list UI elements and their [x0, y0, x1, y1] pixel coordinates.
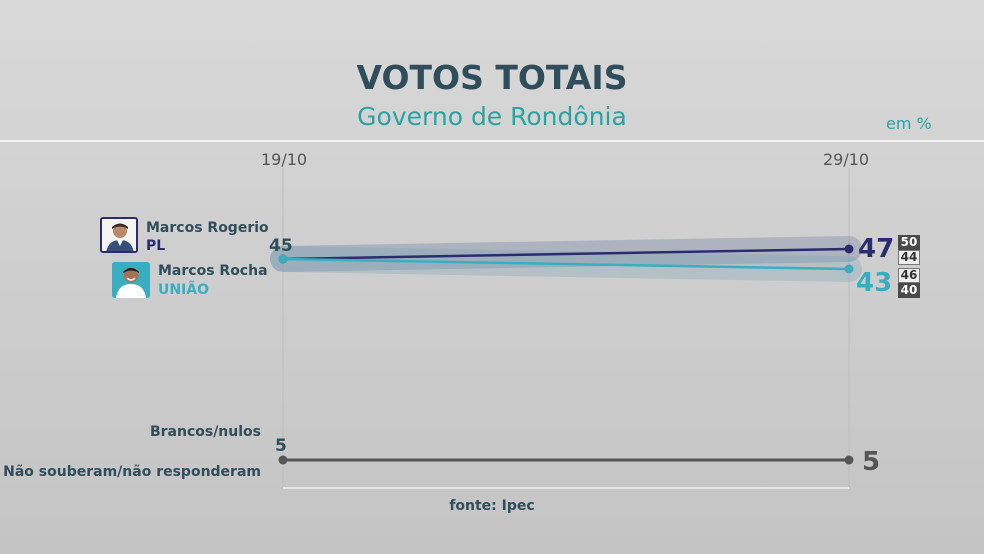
data-point-2-1: [844, 455, 854, 465]
unit-label: em %: [886, 114, 932, 133]
data-point-0-1: [844, 244, 854, 254]
series-line-0: [282, 247, 850, 261]
source-note: fonte: Ipec: [449, 498, 535, 514]
start-value-candidates: 45: [269, 236, 293, 256]
x-tick-end: 29/10: [823, 150, 870, 169]
start-value-brancos: 5: [275, 436, 287, 456]
range-high-marcos-rogerio: 50: [898, 235, 920, 250]
data-point-2-0: [278, 455, 288, 465]
series-name-nao-souberam: Não souberam/não responderam: [3, 464, 261, 480]
series-name-brancos-nulos: Brancos/nulos: [149, 424, 261, 440]
range-high-marcos-rocha: 46: [898, 268, 920, 283]
avatar-marcos-rogerio: [100, 217, 138, 253]
series-line-1: [282, 257, 850, 271]
data-point-1-1: [844, 264, 854, 274]
end-value-marcos-rocha: 43: [856, 268, 893, 298]
x-tick-start: 19/10: [261, 150, 308, 169]
chart-subtitle: Governo de Rondônia: [357, 102, 627, 131]
avatar-marcos-rocha: [112, 262, 150, 298]
end-value-marcos-rogerio: 47: [858, 234, 895, 264]
header-divider: [0, 140, 984, 142]
series-name-marcos-rogerio: Marcos Rogerio: [146, 220, 269, 236]
series-name-marcos-rocha: Marcos Rocha: [158, 263, 268, 279]
range-low-marcos-rocha: 40: [898, 283, 920, 298]
end-value-brancos: 5: [862, 447, 881, 477]
range-low-marcos-rogerio: 44: [898, 250, 920, 265]
chart-title: VOTOS TOTAIS: [356, 58, 628, 97]
series-party-pl: PL: [146, 238, 166, 254]
data-point-1-0: [278, 254, 288, 264]
series-party-uniao: UNIÃO: [158, 282, 210, 298]
